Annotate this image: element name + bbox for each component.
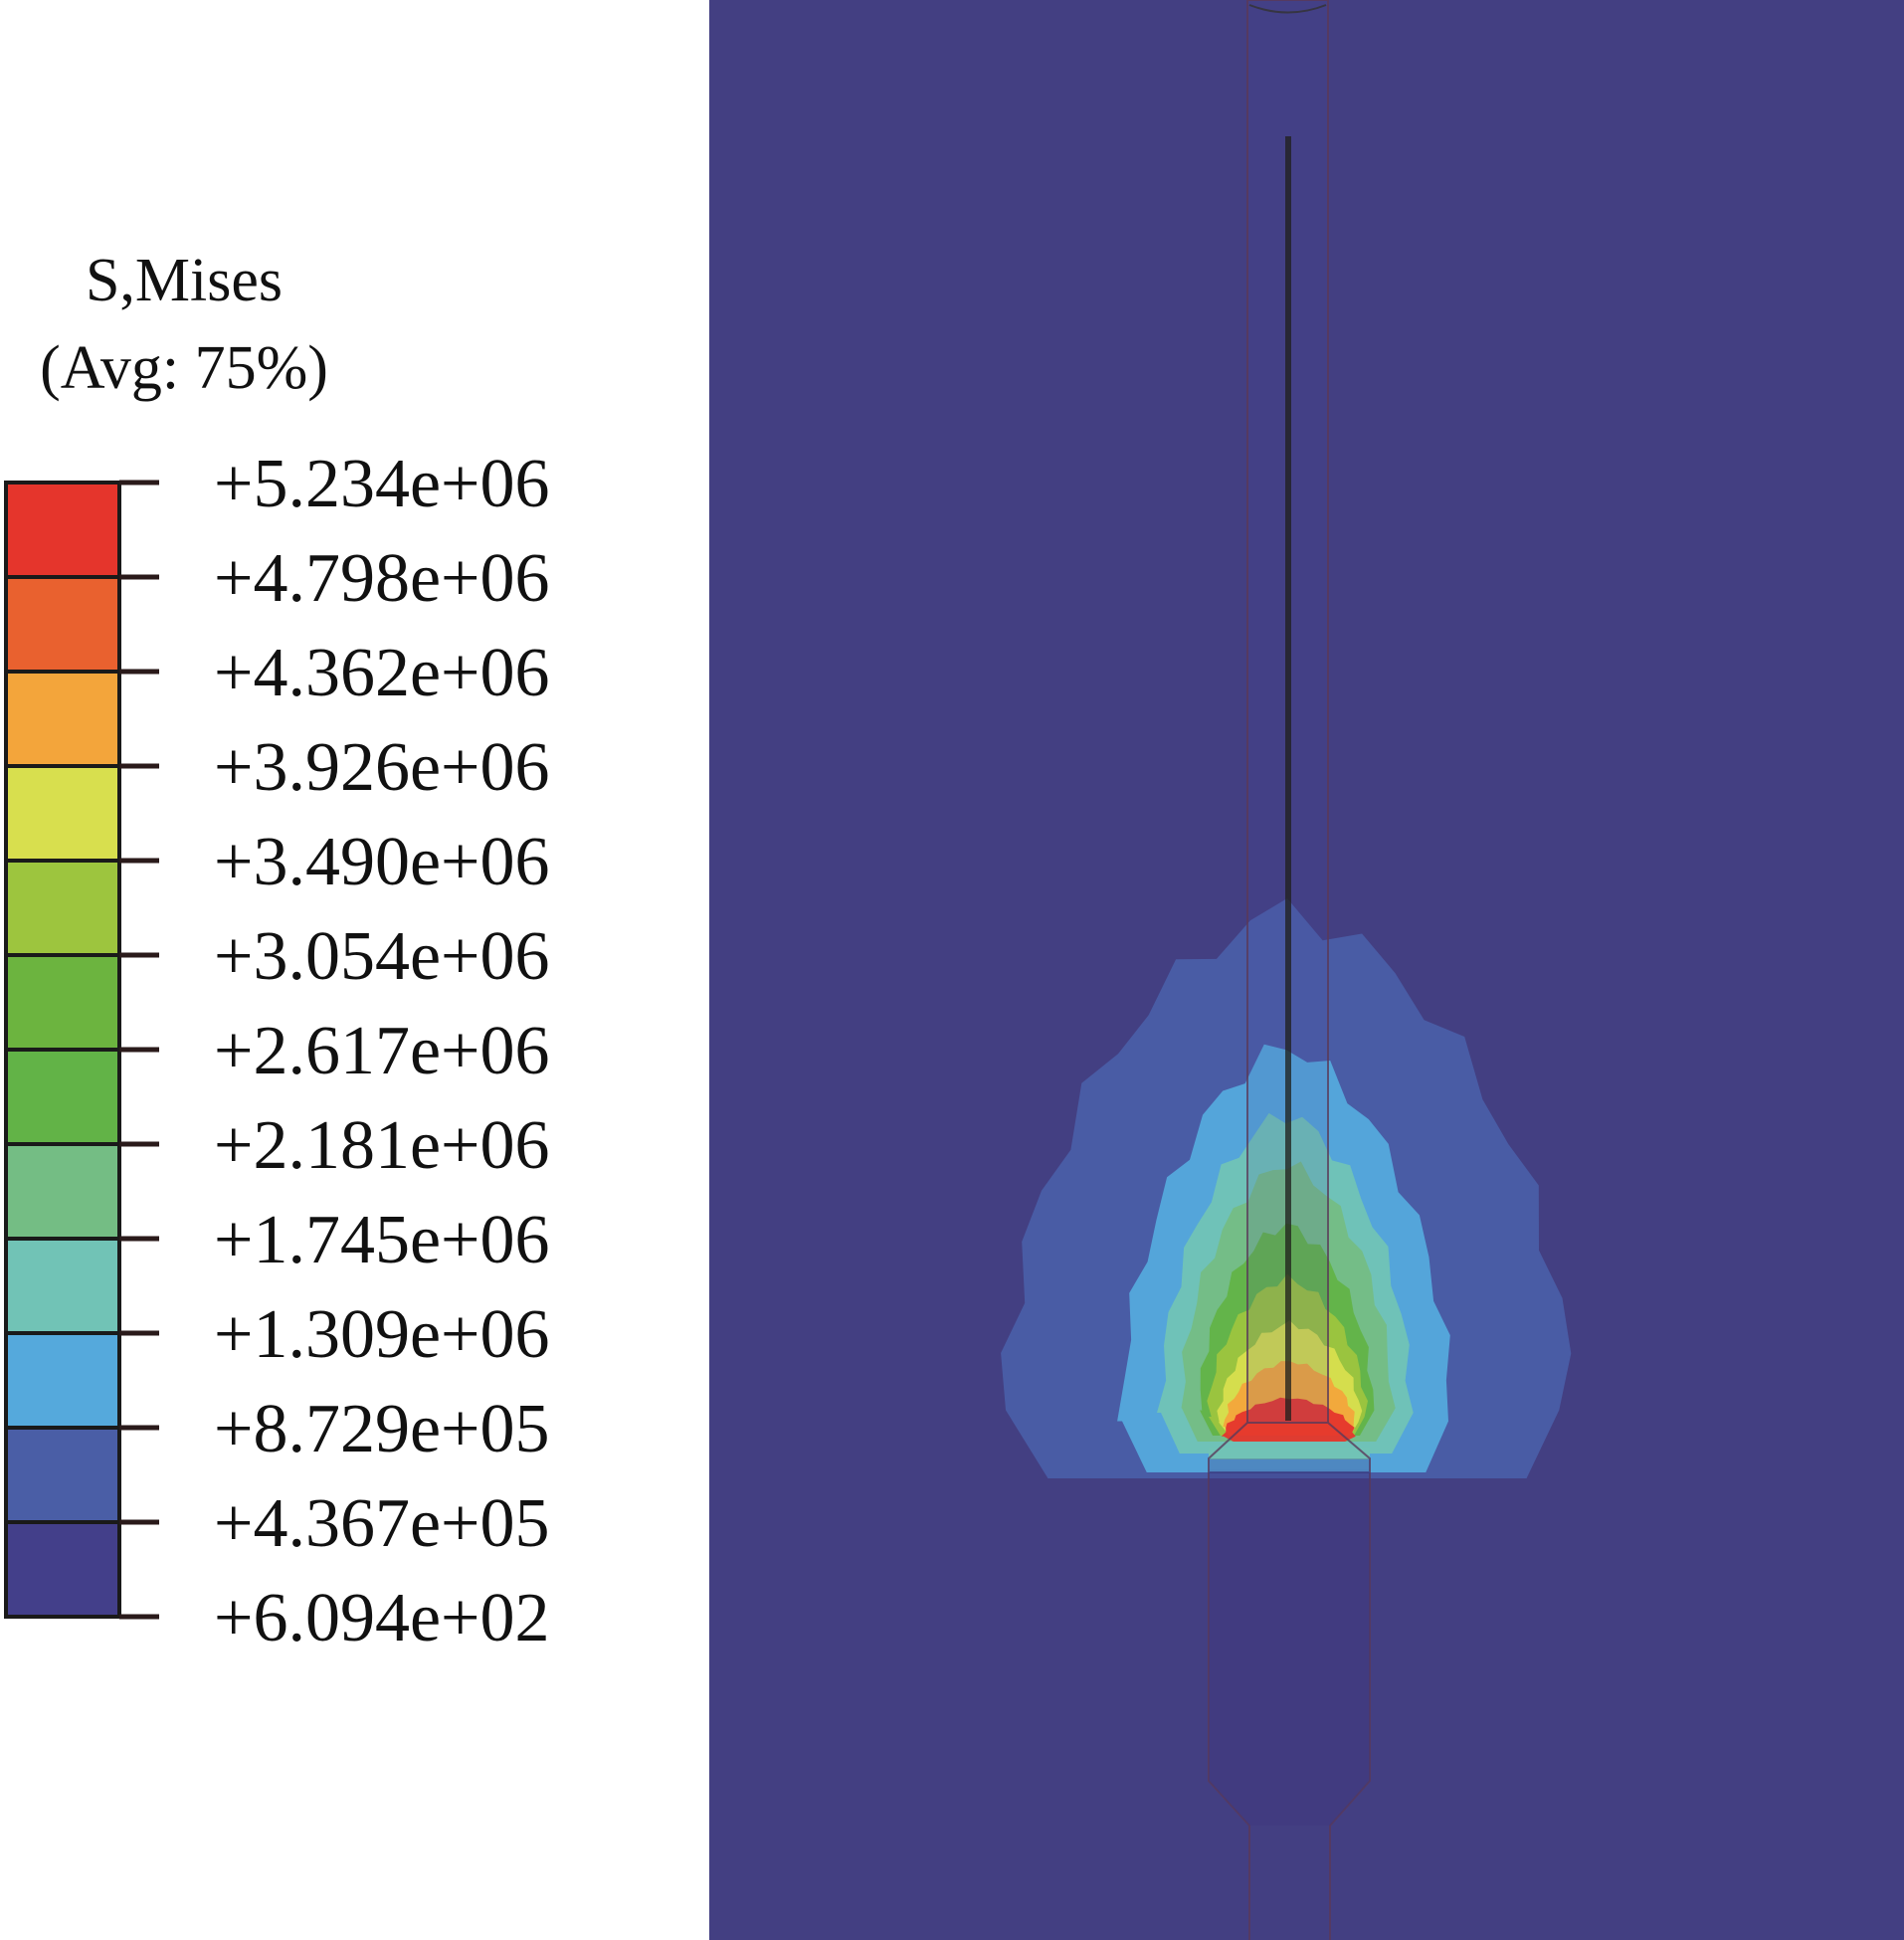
legend-label: +8.729e+05	[214, 1391, 550, 1467]
legend-label: +3.926e+06	[214, 729, 550, 806]
top-notch	[1248, 4, 1327, 14]
contour-region	[1209, 1448, 1370, 1459]
shaft-geometry	[1208, 0, 1371, 1940]
stress-contours	[1001, 898, 1572, 1478]
legend-band	[4, 1426, 121, 1524]
legend-band	[4, 670, 121, 768]
legend-band	[4, 1048, 121, 1146]
legend-label: +5.234e+06	[214, 446, 550, 522]
legend-label: +3.054e+06	[214, 918, 550, 995]
legend-band	[4, 764, 121, 863]
legend-label: +1.309e+06	[214, 1296, 550, 1373]
legend-title-line1: S,Mises	[85, 247, 284, 314]
legend-label: +6.094e+02	[214, 1580, 550, 1656]
legend-band	[4, 1331, 121, 1430]
legend-label: +2.181e+06	[214, 1107, 550, 1184]
lower-pipe-outline	[1208, 1422, 1371, 1940]
legend-band	[4, 481, 121, 579]
legend-band	[4, 575, 121, 674]
legend-label: +2.617e+06	[214, 1013, 550, 1089]
legend-label: +4.367e+05	[214, 1485, 550, 1562]
legend-band	[4, 953, 121, 1052]
contour-region	[1209, 1459, 1370, 1469]
color-legend: +5.234e+06 +4.798e+06 +4.362e+06 +3.926e+06…	[4, 446, 550, 1656]
lower-pipe	[1209, 1458, 1370, 1826]
legend-band	[4, 1237, 121, 1335]
legend-band	[4, 1142, 121, 1241]
legend-band	[4, 859, 121, 957]
legend-band	[4, 1520, 121, 1619]
legend-title: S,Mises (Avg: 75%)	[0, 237, 368, 412]
legend-label: +4.362e+06	[214, 635, 550, 711]
legend-label: +3.490e+06	[214, 824, 550, 900]
legend-label: +4.798e+06	[214, 540, 550, 617]
legend-label: +1.745e+06	[214, 1202, 550, 1278]
legend-title-line2: (Avg: 75%)	[40, 334, 328, 402]
